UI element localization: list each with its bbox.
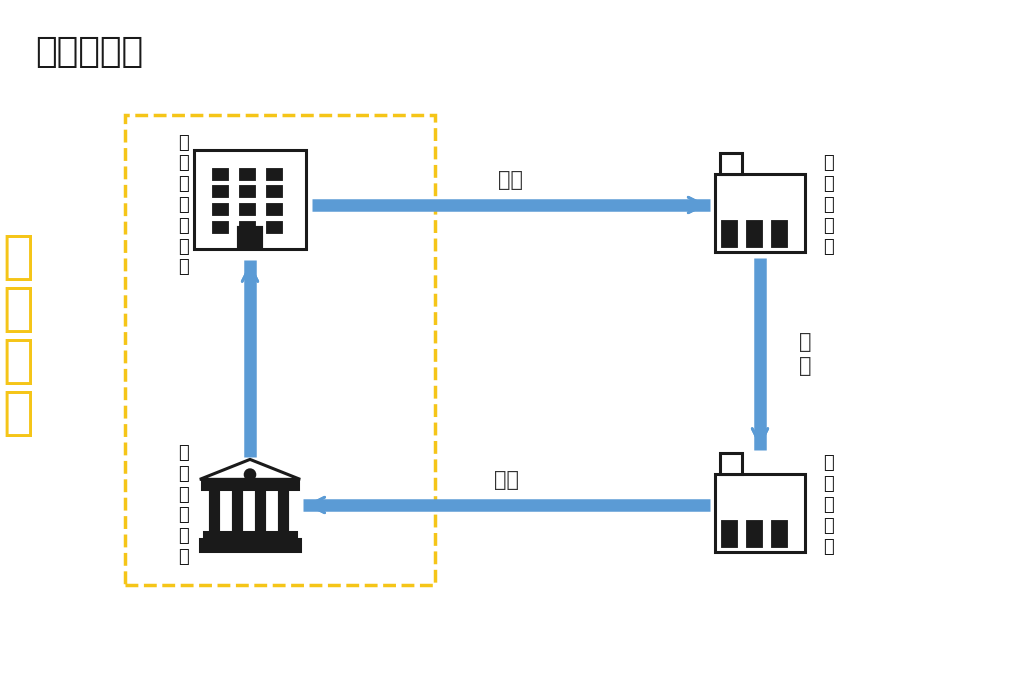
Bar <box>747 221 762 247</box>
Bar <box>213 186 228 197</box>
Bar <box>211 489 219 531</box>
Text: 采购: 采购 <box>498 170 523 190</box>
Polygon shape <box>200 460 300 480</box>
Bar <box>772 521 787 547</box>
Bar <box>268 221 282 233</box>
Bar <box>772 221 787 247</box>
Text: 融资: 融资 <box>494 470 519 490</box>
Text: 产业内保理: 产业内保理 <box>35 35 143 69</box>
Bar <box>204 531 296 539</box>
Bar <box>747 521 762 547</box>
Bar <box>240 221 254 233</box>
Bar <box>268 168 282 179</box>
Bar <box>723 221 737 247</box>
Bar <box>715 173 805 253</box>
Text: 产
业
内
核
心
企
业: 产 业 内 核 心 企 业 <box>178 134 189 277</box>
Text: 产
业
内
保
理
商: 产 业 内 保 理 商 <box>178 444 189 566</box>
Bar <box>721 152 742 173</box>
Bar <box>240 168 254 179</box>
Bar <box>723 521 737 547</box>
Text: 一
级
供
应
商: 一 级 供 应 商 <box>823 155 834 255</box>
Bar <box>233 489 241 531</box>
Text: 二
级
供
应
商: 二 级 供 应 商 <box>823 455 834 555</box>
Bar <box>257 489 265 531</box>
Bar <box>213 221 228 233</box>
Bar <box>202 480 298 489</box>
Bar <box>240 186 254 197</box>
Circle shape <box>245 469 256 480</box>
Bar <box>268 204 282 215</box>
Bar <box>194 150 306 249</box>
Bar <box>268 186 282 197</box>
Bar <box>213 204 228 215</box>
Text: 采
购: 采 购 <box>799 333 811 375</box>
Bar <box>125 115 435 585</box>
Bar <box>721 453 742 473</box>
Bar <box>240 204 254 215</box>
Bar <box>279 489 287 531</box>
Bar <box>238 227 263 249</box>
Text: 内
部
闭
环: 内 部 闭 环 <box>2 231 34 439</box>
Bar <box>715 473 805 552</box>
Bar <box>200 539 300 551</box>
Bar <box>213 168 228 179</box>
